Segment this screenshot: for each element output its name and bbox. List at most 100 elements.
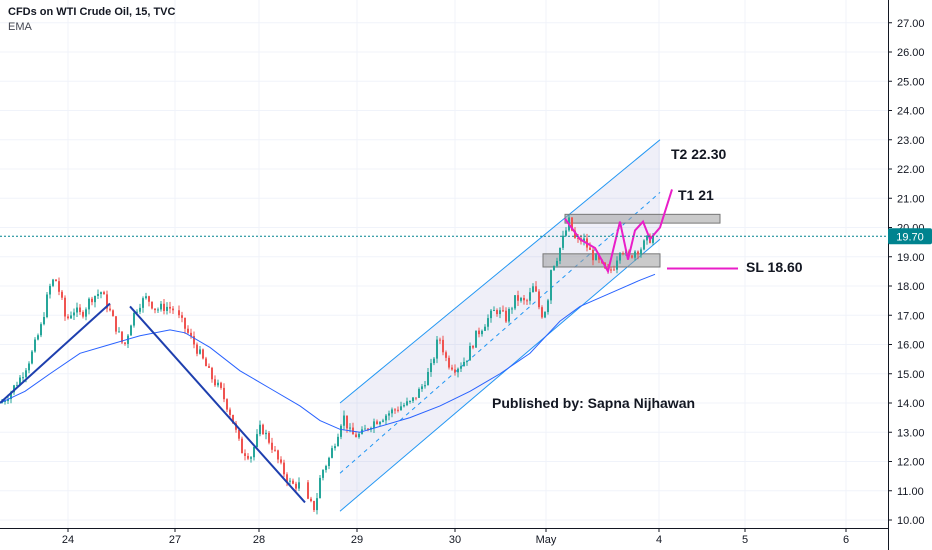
candle-body <box>520 297 522 301</box>
price-tick-label: 12.00 <box>897 457 925 469</box>
candle-body <box>241 438 243 454</box>
candle-body <box>37 335 39 340</box>
candle-body <box>436 339 438 359</box>
candle-body <box>439 339 441 341</box>
candle-body <box>349 427 351 429</box>
candle-body <box>556 260 558 266</box>
candle-body <box>457 368 459 373</box>
candle-body <box>67 316 69 319</box>
candle-body <box>4 400 6 402</box>
candle-body <box>280 459 282 463</box>
candle-body <box>493 310 495 312</box>
candle-body <box>217 382 219 386</box>
candle-body <box>490 310 492 319</box>
target-1-label: T1 21 <box>678 187 714 203</box>
candle-body <box>232 414 234 424</box>
candle-body <box>61 291 63 298</box>
time-tick-label: 30 <box>449 534 461 546</box>
candle-body <box>562 235 564 248</box>
candle-body <box>70 315 72 319</box>
candle-body <box>487 318 489 327</box>
candle-body <box>511 308 513 310</box>
candle-body <box>631 255 633 258</box>
candle-body <box>346 415 348 429</box>
candle-body <box>109 308 111 311</box>
candle-body <box>619 253 621 261</box>
candle-body <box>28 363 30 371</box>
price-tick-label: 13.00 <box>897 427 925 439</box>
time-tick-label: 29 <box>351 534 363 546</box>
candle-body <box>10 392 12 400</box>
candle-body <box>433 358 435 364</box>
candle-body <box>7 399 9 401</box>
price-tick-label: 18.00 <box>897 281 925 293</box>
price-tick-label: 23.00 <box>897 135 925 147</box>
price-tick-label: 17.00 <box>897 310 925 322</box>
price-tick-label: 22.00 <box>897 164 925 176</box>
time-tick-label: 5 <box>742 534 748 546</box>
candle-body <box>343 415 345 426</box>
candle-body <box>13 385 15 393</box>
candle-body <box>238 429 240 439</box>
candle-body <box>64 297 66 317</box>
candle-body <box>316 498 318 511</box>
candle-body <box>466 360 468 362</box>
candle-body <box>355 434 357 438</box>
candle-body <box>268 432 270 443</box>
candle-body <box>151 301 153 309</box>
price-tick-label: 14.00 <box>897 398 925 410</box>
candle-body <box>271 442 273 450</box>
candle-body <box>367 428 369 430</box>
candle-body <box>178 310 180 316</box>
candle-body <box>157 309 159 311</box>
candle-body <box>82 311 84 317</box>
time-axis[interactable]: 24 27 28 29 30 May 4 5 6 <box>0 528 888 550</box>
candle-body <box>52 279 54 286</box>
candle-body <box>31 351 33 364</box>
candle-body <box>334 446 336 449</box>
price-tick-label: 11.00 <box>897 486 924 498</box>
candle-body <box>25 370 27 378</box>
candle-body <box>250 457 252 459</box>
candle-body <box>214 379 216 386</box>
candle-body <box>541 307 543 318</box>
candle-body <box>58 281 60 292</box>
trendline <box>0 302 111 404</box>
candle-body <box>430 363 432 372</box>
candle-body <box>298 482 300 489</box>
time-axis-bg <box>0 528 888 550</box>
candle-body <box>505 310 507 322</box>
candle-body <box>124 342 126 344</box>
candle-body <box>172 308 174 311</box>
candle-body <box>403 405 405 407</box>
price-axis[interactable]: 10.00 11.00 12.00 13.00 14.00 15.00 16.00 17.00… <box>888 0 932 550</box>
candle-body <box>589 247 591 250</box>
candle-body <box>559 247 561 261</box>
candle-body <box>187 328 189 333</box>
price-tick-label: 10.00 <box>897 515 925 527</box>
candle-body <box>289 480 291 482</box>
candle-body <box>652 236 654 243</box>
candle-body <box>337 436 339 447</box>
last-price-tag: 19.70 <box>888 228 932 245</box>
candle-body <box>640 249 642 255</box>
candle-body <box>139 307 141 312</box>
price-tick-label: 21.00 <box>897 193 925 205</box>
projection-path <box>564 189 673 275</box>
candle-body <box>76 307 78 313</box>
candle-body <box>451 367 453 370</box>
candle-body <box>547 300 549 313</box>
candle-body <box>112 310 114 317</box>
candle-body <box>166 306 168 311</box>
candle-body <box>295 483 297 489</box>
candle-body <box>253 446 255 458</box>
candle-body <box>223 387 225 400</box>
target-2-label: T2 22.30 <box>671 146 727 162</box>
candle-body <box>130 325 132 336</box>
price-tick-label: 16.00 <box>897 340 925 352</box>
time-tick-label: May <box>536 534 557 546</box>
candle-body <box>529 292 531 301</box>
candle-body <box>73 312 75 316</box>
candle-body <box>418 388 420 398</box>
